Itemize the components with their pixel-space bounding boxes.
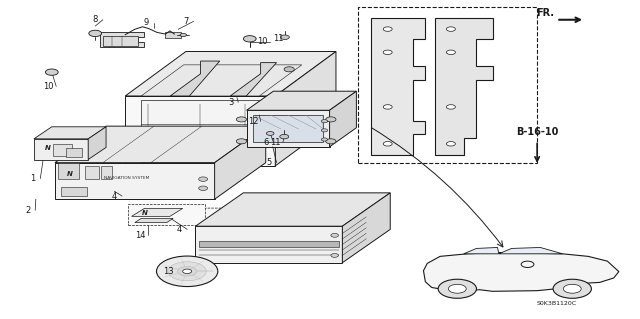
Text: 8: 8 [93, 15, 98, 24]
Circle shape [180, 33, 186, 37]
Circle shape [553, 279, 591, 298]
Polygon shape [464, 248, 499, 254]
Circle shape [266, 131, 274, 135]
Polygon shape [129, 208, 229, 225]
Polygon shape [58, 163, 79, 179]
Polygon shape [246, 91, 356, 110]
Circle shape [198, 177, 207, 181]
Text: 14: 14 [134, 231, 145, 240]
Polygon shape [195, 193, 390, 226]
Text: N: N [67, 171, 72, 177]
Circle shape [321, 129, 328, 132]
Polygon shape [125, 51, 336, 96]
Polygon shape [132, 208, 182, 216]
Polygon shape [129, 204, 205, 225]
Circle shape [177, 267, 196, 276]
Circle shape [447, 50, 456, 55]
Circle shape [157, 256, 218, 286]
Polygon shape [103, 36, 138, 46]
Circle shape [280, 134, 289, 139]
Polygon shape [166, 33, 181, 38]
Text: 7: 7 [183, 17, 189, 26]
Circle shape [447, 142, 456, 146]
Polygon shape [198, 241, 339, 247]
Text: B-16-10: B-16-10 [516, 127, 558, 137]
Circle shape [563, 284, 581, 293]
Text: FR.: FR. [536, 8, 554, 18]
Polygon shape [230, 63, 276, 96]
Polygon shape [246, 110, 330, 147]
Polygon shape [34, 127, 106, 139]
Circle shape [89, 30, 102, 37]
Polygon shape [53, 144, 72, 156]
Text: NAVIGATION SYSTEM: NAVIGATION SYSTEM [104, 176, 150, 180]
Circle shape [383, 50, 392, 55]
Polygon shape [85, 166, 99, 179]
Circle shape [331, 234, 339, 237]
Polygon shape [141, 100, 259, 162]
Polygon shape [100, 33, 145, 47]
Polygon shape [141, 65, 302, 96]
Text: N: N [45, 145, 51, 151]
Polygon shape [275, 51, 336, 166]
Polygon shape [170, 61, 220, 96]
Circle shape [447, 105, 456, 109]
Circle shape [236, 139, 246, 144]
Circle shape [331, 254, 339, 257]
Polygon shape [135, 219, 173, 223]
Text: 5: 5 [266, 158, 271, 167]
Circle shape [447, 27, 456, 31]
Circle shape [326, 117, 336, 122]
Text: 13: 13 [163, 267, 174, 276]
Circle shape [280, 35, 289, 40]
Polygon shape [371, 18, 425, 155]
Text: 11: 11 [273, 34, 284, 43]
Circle shape [321, 138, 328, 141]
Text: 3: 3 [228, 98, 234, 107]
Circle shape [236, 117, 246, 122]
Text: 12: 12 [248, 117, 258, 126]
Text: 10: 10 [44, 82, 54, 91]
Circle shape [438, 279, 476, 298]
Circle shape [383, 27, 392, 31]
Text: S0K3B1120C: S0K3B1120C [536, 300, 577, 306]
Text: 4: 4 [112, 191, 117, 201]
Text: N: N [141, 210, 147, 216]
Circle shape [45, 69, 58, 75]
Polygon shape [88, 127, 106, 160]
Polygon shape [195, 226, 342, 263]
Circle shape [182, 269, 191, 273]
Circle shape [168, 262, 206, 281]
Circle shape [383, 142, 392, 146]
Circle shape [284, 67, 294, 72]
Circle shape [449, 284, 467, 293]
Polygon shape [330, 91, 356, 147]
Circle shape [321, 120, 328, 123]
Polygon shape [55, 126, 266, 163]
Polygon shape [101, 166, 113, 179]
Text: 10: 10 [257, 38, 268, 47]
Circle shape [198, 186, 207, 190]
Polygon shape [499, 248, 563, 254]
Text: 1: 1 [30, 174, 35, 183]
Polygon shape [61, 187, 87, 196]
Polygon shape [55, 163, 214, 199]
Polygon shape [253, 115, 323, 142]
Text: 2: 2 [25, 206, 30, 215]
Polygon shape [34, 139, 88, 160]
Polygon shape [342, 193, 390, 263]
Circle shape [383, 105, 392, 109]
Circle shape [326, 139, 336, 144]
Circle shape [243, 36, 256, 42]
Text: 9: 9 [143, 19, 149, 27]
Text: 6: 6 [263, 137, 268, 146]
Text: 4: 4 [177, 225, 182, 234]
Polygon shape [214, 126, 266, 199]
Polygon shape [424, 253, 619, 291]
Text: 11: 11 [270, 137, 280, 146]
Polygon shape [66, 148, 82, 157]
Polygon shape [125, 96, 275, 166]
Polygon shape [435, 18, 493, 155]
